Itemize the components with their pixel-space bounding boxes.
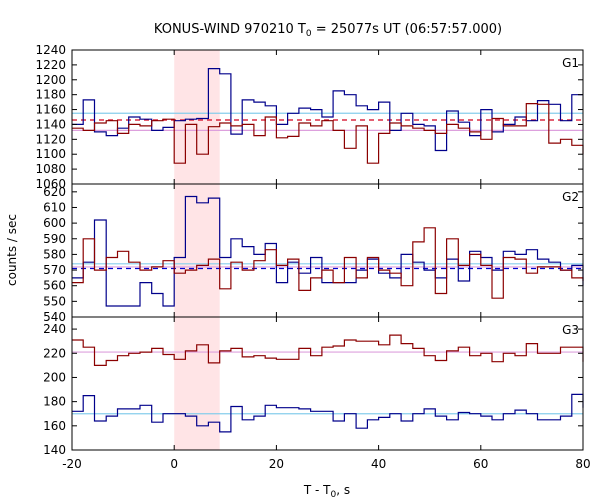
panel-3-blue-series	[72, 393, 584, 433]
panel-2-frame	[71, 183, 584, 318]
series-layer	[72, 68, 584, 433]
panel-2-red-series	[72, 227, 584, 299]
panel-3-ytick-label: 220	[43, 346, 66, 360]
panel-1-ytick-label: 1100	[35, 147, 66, 161]
chart-title: KONUS-WIND 970210 T0 = 25077s UT (06:57:…	[154, 22, 502, 39]
panel-1-ytick-label: 1080	[35, 162, 66, 176]
y-axis-label: counts / sec	[5, 214, 19, 286]
panel-2-label: G2	[562, 190, 579, 204]
panel-1-label: G1	[562, 56, 579, 70]
highlight-layer	[174, 50, 220, 450]
panel-2-ytick-label: 570	[43, 263, 66, 277]
panel-3-red-series	[72, 334, 584, 366]
panel-3-ytick-label: 240	[43, 322, 66, 336]
x-tick-label: 60	[473, 457, 488, 471]
panel-1-ytick-label: 1140	[35, 117, 66, 131]
panel-1-ytick-label: 1220	[35, 58, 66, 72]
panel-2-ytick-label: 620	[43, 185, 66, 199]
panel-2-ytick-label: 580	[43, 247, 66, 261]
panel-3-ytick-label: 200	[43, 370, 66, 384]
axes-layer: 1060108011001120114011601180120012201240…	[35, 43, 590, 471]
level-lines-layer	[72, 112, 583, 415]
x-tick-label: -20	[62, 457, 82, 471]
panel-2-ytick-label: 590	[43, 232, 66, 246]
panel-2-blue-series	[72, 195, 584, 307]
panel-3-ytick-label: 140	[43, 443, 66, 457]
panel-3-ytick-label: 160	[43, 419, 66, 433]
panel-1-ytick-label: 1180	[35, 88, 66, 102]
x-axis-label: T - T0, s	[303, 483, 350, 500]
panel-1-ytick-label: 1160	[35, 103, 66, 117]
panel-2-ytick-label: 550	[43, 294, 66, 308]
panel-1-ytick-label: 1120	[35, 132, 66, 146]
panel-1-ytick-label: 1200	[35, 73, 66, 87]
panel-1-blue-series	[72, 68, 583, 152]
panel-3-label: G3	[562, 323, 579, 337]
x-tick-label: 20	[269, 457, 284, 471]
panel-3-ytick-label: 180	[43, 395, 66, 409]
highlight-region	[174, 50, 220, 450]
panel-1-ytick-label: 1240	[35, 43, 66, 57]
panel-1-red-series	[72, 103, 584, 164]
panel-2-ytick-label: 600	[43, 216, 66, 230]
panel-1-ytick-label: 1060	[35, 177, 66, 191]
panel-2-ytick-label: 540	[43, 310, 66, 324]
x-tick-label: 40	[371, 457, 386, 471]
panel-2-ytick-label: 610	[43, 200, 66, 214]
x-tick-label: 80	[575, 457, 590, 471]
panel-3-frame	[71, 316, 584, 451]
x-tick-label: 0	[170, 457, 178, 471]
panel-2-ytick-label: 560	[43, 279, 66, 293]
